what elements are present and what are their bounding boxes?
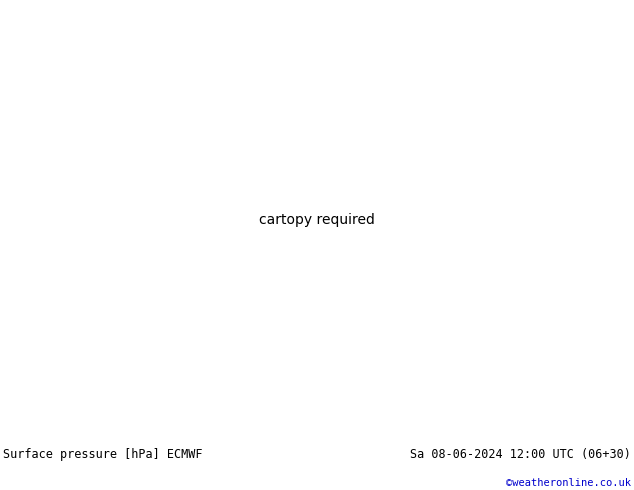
Text: cartopy required: cartopy required (259, 213, 375, 227)
Text: ©weatheronline.co.uk: ©weatheronline.co.uk (506, 477, 631, 488)
Text: Surface pressure [hPa] ECMWF: Surface pressure [hPa] ECMWF (3, 447, 203, 461)
Text: Sa 08-06-2024 12:00 UTC (06+30): Sa 08-06-2024 12:00 UTC (06+30) (410, 447, 631, 461)
